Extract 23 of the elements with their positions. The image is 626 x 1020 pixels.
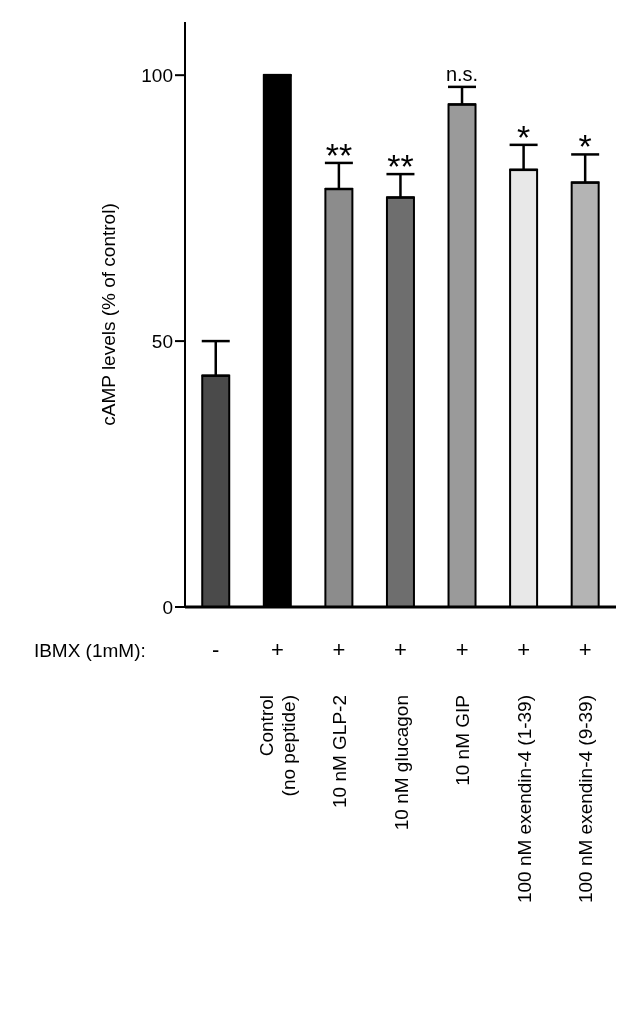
- text: +: [332, 637, 346, 662]
- x-tick-label: 100 nM exendin-4 (1-39): [513, 695, 535, 904]
- text: +: [517, 637, 531, 662]
- y-axis-title: cAMP levels (% of control): [98, 203, 119, 426]
- text: -: [212, 637, 220, 662]
- annotation: *: [517, 117, 531, 156]
- x-tick-label: 10 nM GIP: [452, 695, 474, 786]
- text: +: [578, 637, 592, 662]
- text: +: [455, 637, 469, 662]
- x-tick-label: 100 nM exendin-4 (9-39): [575, 695, 597, 904]
- annotation: **: [325, 135, 353, 174]
- x-tick-label: 10 nM glucagon: [390, 695, 412, 831]
- x-tick-label: 10 nM GLP-2: [328, 695, 350, 808]
- annotation: **: [387, 147, 414, 186]
- y-tick-label: 100: [141, 64, 173, 86]
- text: +: [394, 637, 407, 662]
- annotation: n.s.: [445, 62, 479, 85]
- text: IBMX (1mM):: [33, 640, 146, 661]
- y-tick-label: 0: [162, 596, 173, 618]
- annotation: *: [578, 127, 592, 166]
- y-tick-label: 50: [151, 330, 173, 352]
- x-tick-label: Control (no peptide): [256, 695, 300, 797]
- text: +: [270, 637, 284, 662]
